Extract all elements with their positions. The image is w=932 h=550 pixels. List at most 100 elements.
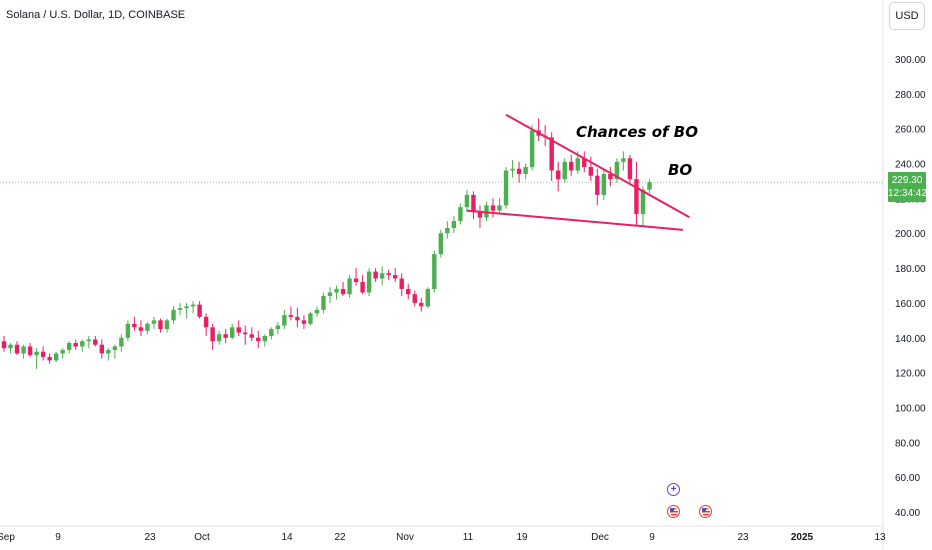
candle	[347, 275, 352, 298]
x-tick-label: 22	[334, 532, 346, 543]
x-tick-label: 23	[737, 532, 749, 543]
candle	[177, 302, 183, 316]
candle	[614, 158, 620, 183]
candle-body	[60, 349, 65, 354]
candle-body	[399, 278, 404, 289]
candle-body	[569, 161, 574, 171]
candle	[556, 161, 561, 192]
candle-body	[614, 161, 620, 180]
candle-body	[640, 189, 646, 215]
candle	[569, 154, 574, 176]
candle	[158, 318, 163, 333]
x-tick-label: 14	[281, 532, 293, 543]
candle-body	[393, 275, 398, 279]
candle	[634, 161, 639, 227]
candle	[393, 268, 398, 283]
candle-body	[497, 205, 502, 211]
candle-body	[223, 334, 228, 338]
candle	[301, 315, 307, 330]
candle	[406, 283, 411, 300]
candle	[269, 327, 274, 340]
candle-body	[471, 194, 476, 213]
candle	[164, 318, 170, 333]
candle-body	[327, 292, 333, 296]
candle	[464, 189, 470, 213]
trendline-upper[interactable]	[505, 113, 690, 219]
candle-body	[412, 294, 417, 303]
candle-body	[249, 334, 254, 338]
candle	[471, 191, 476, 220]
candle-body	[256, 337, 261, 342]
candle	[529, 125, 535, 171]
candle-body	[282, 315, 287, 326]
candle-body	[34, 351, 39, 356]
candle-body	[582, 158, 587, 168]
candle	[503, 167, 509, 209]
x-tick-label: 2025	[791, 532, 814, 543]
candle-body	[510, 168, 515, 171]
candle-body	[106, 349, 111, 354]
candle-body	[608, 173, 613, 180]
candle	[425, 287, 430, 309]
candle-body	[171, 309, 176, 321]
candle	[21, 344, 26, 359]
plus-circle-icon[interactable]: +	[667, 483, 680, 496]
candle	[490, 198, 496, 218]
trendline-lower[interactable]	[466, 209, 684, 231]
candle-body	[301, 320, 307, 324]
candle	[27, 342, 33, 357]
candle-body	[145, 323, 150, 331]
candle-body	[379, 273, 385, 279]
us-flag-icon[interactable]	[699, 505, 712, 518]
currency-button[interactable]: USD	[889, 2, 925, 30]
candle-body	[321, 295, 326, 310]
candle-body	[529, 130, 535, 168]
candle-body	[438, 233, 444, 255]
y-tick-label: 40.00	[895, 508, 920, 519]
candle-body	[451, 221, 457, 229]
candle-body	[288, 315, 294, 317]
candle	[321, 292, 326, 314]
candle-body	[8, 344, 13, 349]
candle	[288, 306, 294, 321]
candle	[373, 268, 378, 283]
bar-countdown: 12:34:42	[888, 188, 927, 199]
price-axis[interactable]: 300.00280.00260.00240.00220.00200.00180.…	[895, 55, 926, 519]
candle	[477, 205, 483, 229]
candle	[210, 323, 215, 350]
candle-body	[406, 288, 411, 295]
candle	[119, 334, 124, 352]
candle	[353, 268, 359, 286]
candle	[230, 323, 235, 340]
candle	[236, 320, 241, 337]
candle-body	[445, 228, 450, 234]
us-flag-icon[interactable]	[667, 505, 680, 518]
trendlines-layer	[466, 113, 690, 231]
candle-body	[158, 320, 163, 330]
candle	[647, 179, 652, 194]
x-tick-label: Nov	[396, 532, 414, 543]
last-price-tag: 229.30 12:34:42	[888, 172, 927, 202]
candle	[334, 285, 339, 300]
candle-body	[47, 356, 52, 361]
candle	[562, 158, 567, 183]
y-tick-label: 200.00	[895, 229, 926, 240]
candle-body	[190, 304, 196, 307]
candle-body	[243, 332, 248, 335]
candle-body	[203, 316, 209, 328]
candle	[203, 313, 209, 337]
candle	[601, 170, 607, 201]
candle-body	[184, 306, 189, 309]
candle	[132, 316, 137, 331]
candle-body	[93, 339, 98, 345]
symbol-title: Solana / U.S. Dollar, 1D, COINBASE	[6, 9, 186, 21]
candle-body	[386, 273, 391, 276]
candle	[582, 151, 587, 173]
y-tick-label: 180.00	[895, 264, 926, 275]
candle-body	[67, 342, 72, 350]
candle-body	[595, 175, 600, 195]
candle	[60, 348, 65, 359]
candle-body	[516, 168, 522, 174]
time-axis[interactable]: Sep 9 23 Oct 14 22 Nov 11 19 Dec 9 23 2025 13	[0, 532, 886, 543]
